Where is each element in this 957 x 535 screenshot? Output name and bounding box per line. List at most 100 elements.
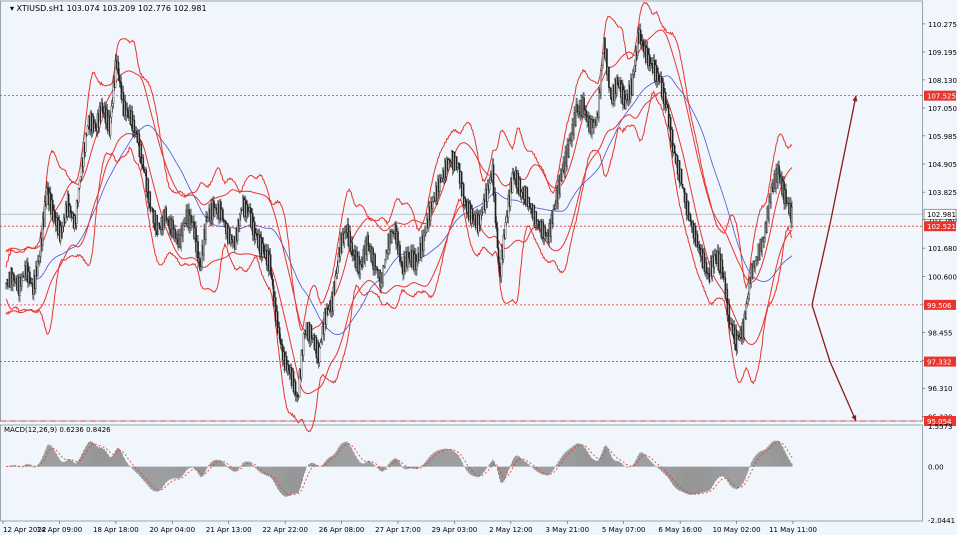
candle-body	[327, 309, 330, 315]
candle-body	[553, 208, 556, 210]
y-tick-label: 98.455	[928, 329, 953, 337]
candle-body	[596, 112, 598, 126]
candle-body	[279, 338, 282, 345]
macd-signal-line	[6, 441, 793, 496]
candle-body	[67, 193, 70, 213]
candle-body	[37, 260, 39, 277]
candle-body	[222, 209, 224, 221]
candle-body	[399, 244, 401, 262]
candle-body	[721, 259, 724, 274]
candle-body	[39, 256, 41, 262]
candle-body	[705, 262, 708, 274]
candle-body	[550, 214, 553, 237]
candle-body	[528, 197, 531, 204]
candle-body	[359, 264, 361, 274]
candle-body	[240, 209, 243, 211]
x-tick-label: 6 May 16:00	[658, 526, 702, 534]
candle-body	[770, 187, 772, 203]
candle-body	[274, 297, 277, 322]
bollinger-inner-upper	[5, 29, 793, 332]
x-tick-label: 20 Apr 04:00	[149, 526, 195, 534]
candle-body	[384, 259, 386, 268]
candle-body	[374, 254, 376, 271]
candlestick-series	[5, 23, 793, 403]
x-tick-label: 14 Apr 09:00	[37, 526, 83, 534]
forecast-up-path	[811, 95, 857, 306]
candle-body	[278, 327, 281, 340]
candle-body	[269, 254, 272, 276]
candle-body	[440, 177, 443, 182]
candle-body	[191, 222, 193, 226]
forecast-arrowhead	[851, 415, 857, 421]
candle-body	[124, 100, 127, 116]
candle-body	[318, 346, 321, 363]
candle-body	[778, 165, 780, 175]
candle-body	[150, 207, 153, 212]
forecast-down-path	[811, 304, 857, 422]
candle-body	[729, 322, 732, 329]
candle-body	[568, 140, 570, 158]
candle-body	[46, 187, 49, 189]
candle-body	[142, 157, 145, 170]
candle-body	[237, 220, 239, 241]
candle-body	[118, 74, 121, 82]
candle-body	[29, 271, 31, 284]
candle-body	[671, 129, 674, 153]
candle-body	[682, 187, 685, 189]
candle-body	[583, 97, 585, 115]
candle-body	[509, 181, 512, 207]
candle-body	[768, 196, 770, 220]
macd-panel: 1.5573 0.00 -2.0441	[6, 423, 955, 525]
candle-body	[253, 221, 256, 240]
candle-body	[332, 286, 335, 312]
candle-body	[728, 304, 731, 329]
bollinger-upper-band	[5, 1, 793, 331]
candle-body	[648, 54, 651, 66]
y-tick-label: 103.825	[928, 189, 957, 197]
candle-body	[680, 168, 683, 185]
candle-body	[696, 233, 699, 248]
candle-body	[455, 156, 458, 168]
candle-body	[601, 65, 603, 71]
candle-body	[673, 145, 676, 154]
candle-body	[488, 182, 491, 191]
forecast-arrowhead	[852, 95, 858, 102]
candle-body	[407, 251, 409, 267]
candle-body	[276, 311, 279, 334]
level-price-label: 97.332	[927, 359, 952, 367]
candle-body	[502, 234, 505, 260]
candle-body	[100, 102, 103, 122]
candle-body	[13, 273, 15, 281]
candle-body	[336, 266, 339, 274]
candle-body	[182, 225, 184, 237]
candle-body	[585, 109, 587, 116]
candle-body	[61, 225, 64, 233]
candle-body	[666, 104, 669, 109]
candle-body	[45, 187, 48, 205]
candle-body	[120, 82, 123, 100]
candle-body	[109, 117, 112, 136]
candle-body	[577, 111, 579, 113]
forecast-arrows	[811, 95, 858, 422]
candle-body	[79, 176, 82, 181]
candle-body	[254, 233, 257, 240]
candle-body	[520, 191, 523, 197]
candle-body	[117, 61, 120, 76]
candle-body	[608, 66, 610, 89]
candle-body	[424, 232, 426, 236]
candle-body	[126, 108, 129, 113]
candle-body	[69, 205, 72, 213]
candle-body	[462, 183, 465, 205]
candle-body	[430, 202, 432, 221]
candle-body	[714, 254, 717, 257]
candle-body	[320, 341, 323, 343]
candle-body	[197, 241, 199, 263]
candle-body	[195, 227, 197, 253]
candle-body	[625, 99, 627, 109]
x-tick-label: 22 Apr 22:00	[262, 526, 308, 534]
candle-body	[480, 211, 483, 215]
candle-body	[44, 201, 46, 227]
candle-body	[298, 369, 301, 398]
